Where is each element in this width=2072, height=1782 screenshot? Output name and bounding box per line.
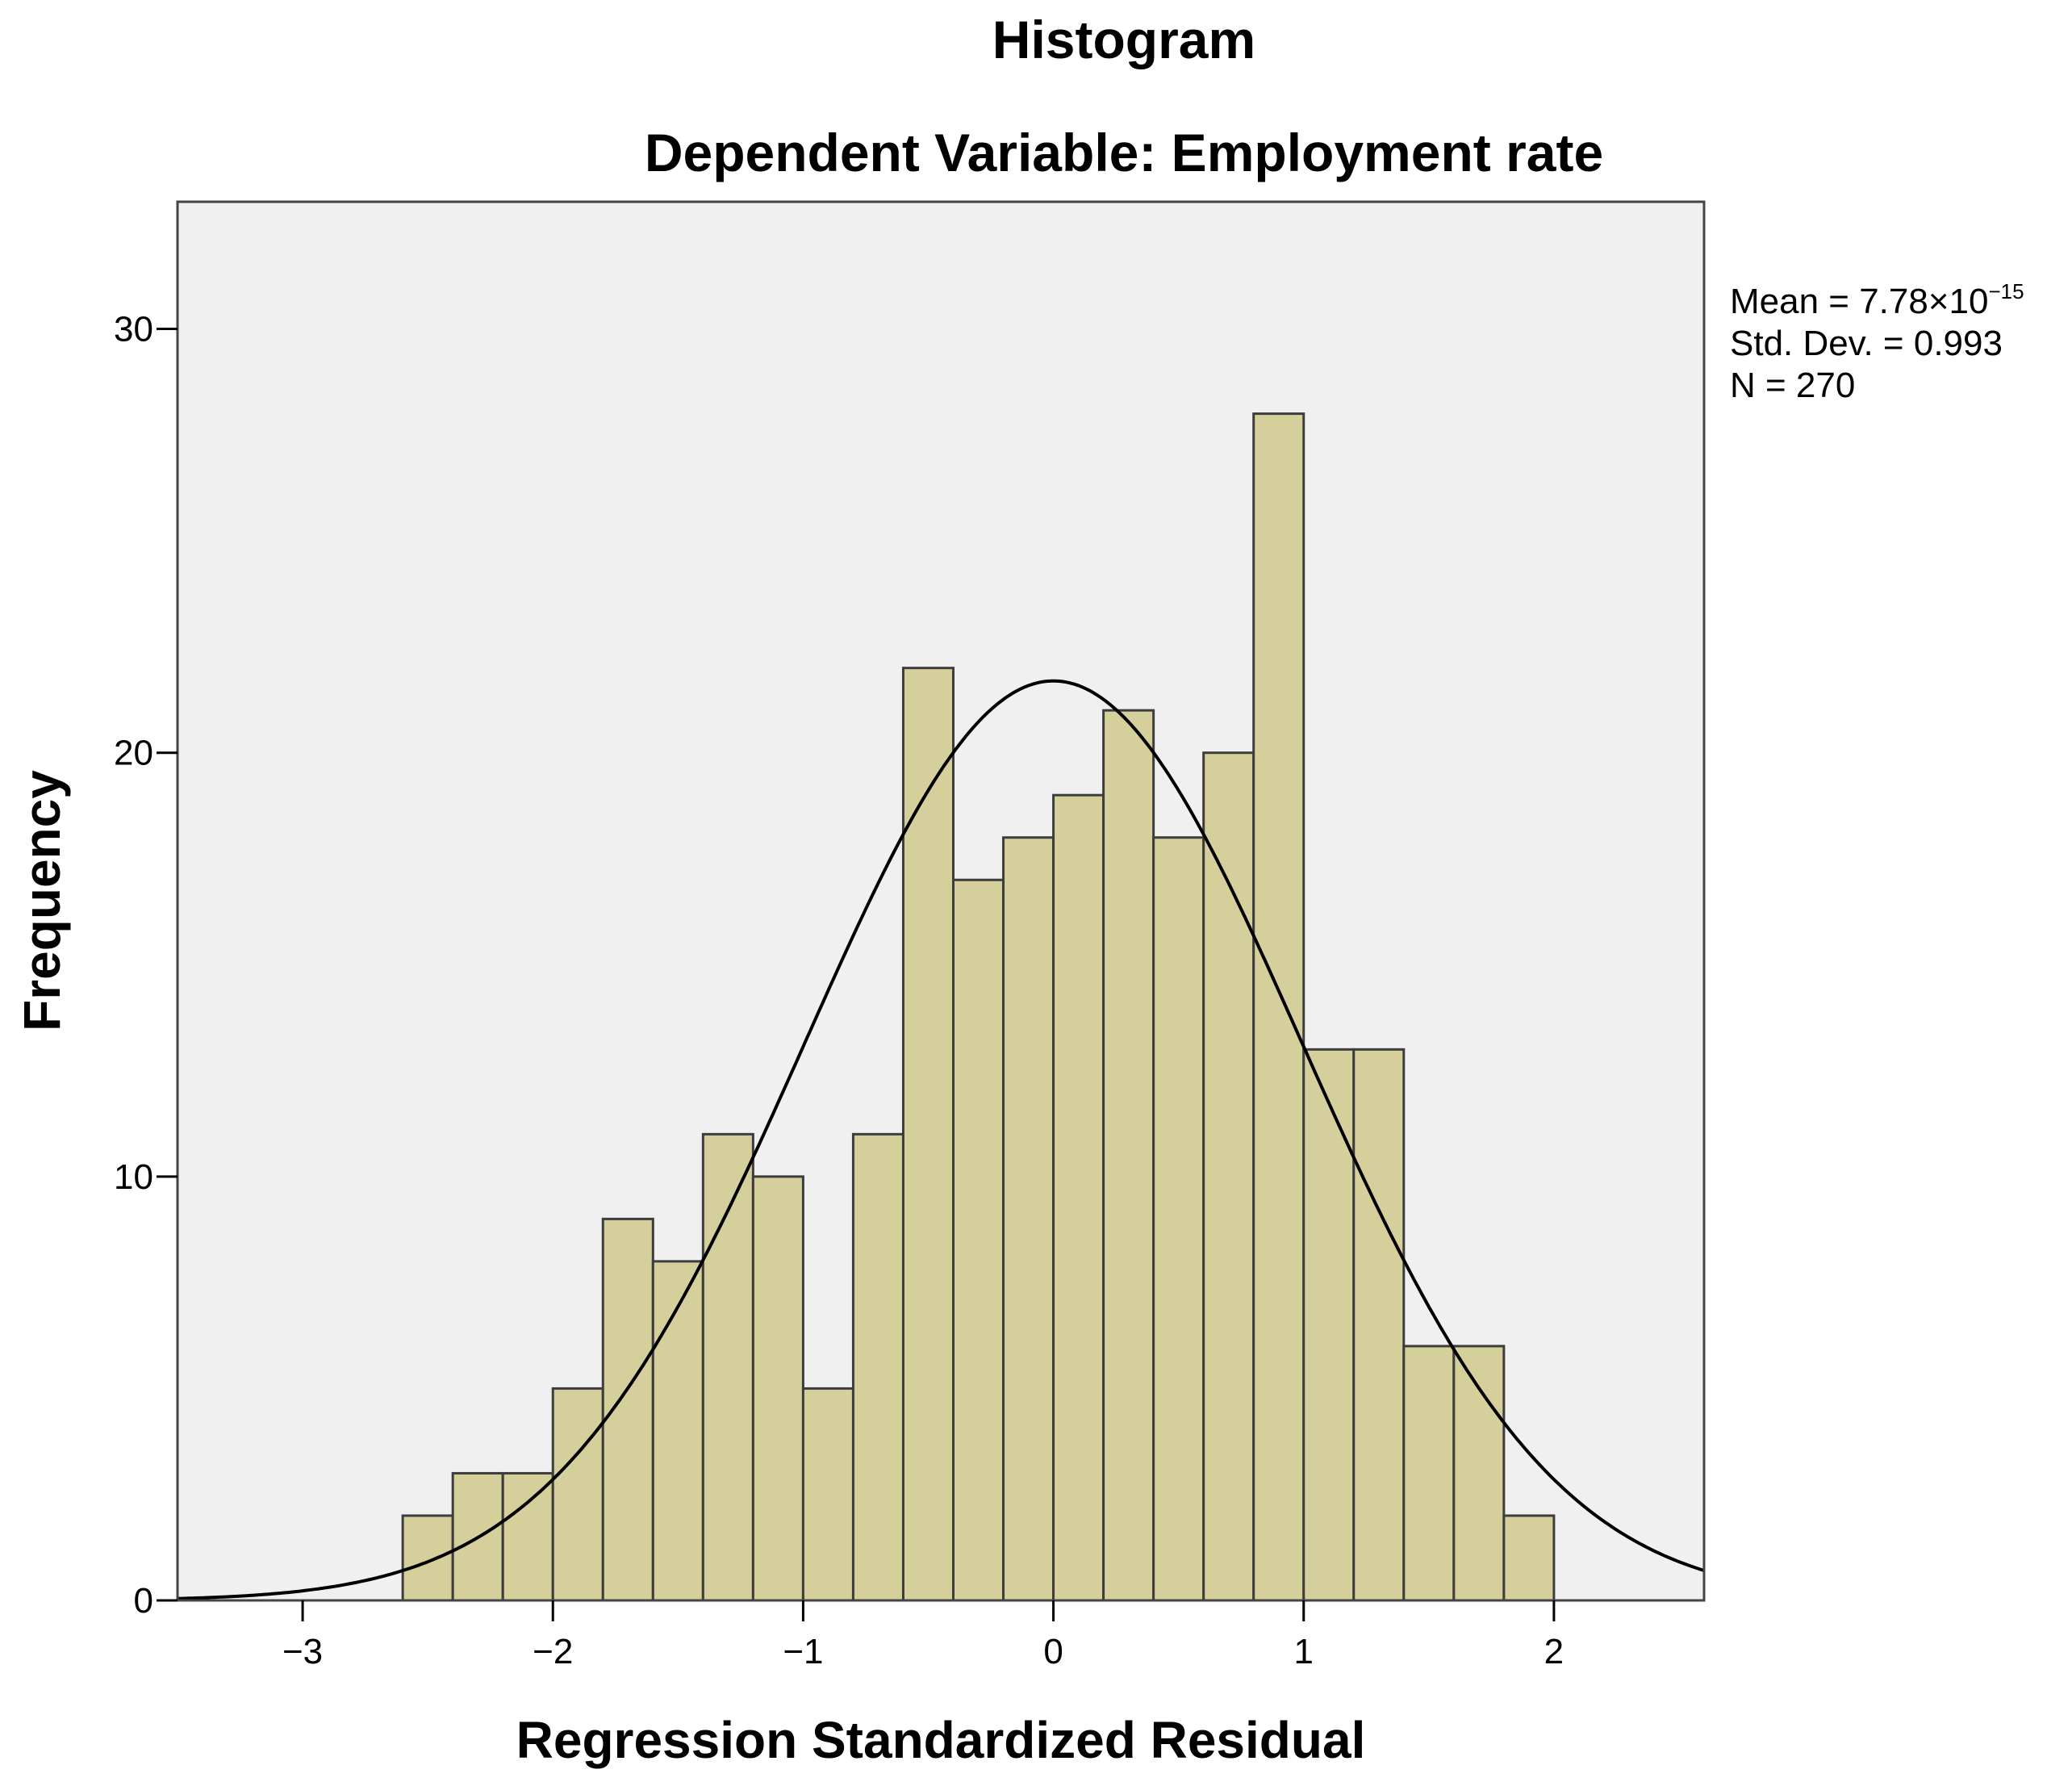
x-tick-label: 1 [1293, 1632, 1313, 1671]
y-tick-label: 20 [114, 734, 153, 773]
histogram-bar [401, 1514, 454, 1602]
histogram-bar [1052, 793, 1105, 1602]
y-axis-label: Frequency [13, 770, 71, 1031]
histogram-bar [601, 1217, 654, 1602]
histogram-bar [1402, 1345, 1456, 1602]
histogram-bar [1302, 1048, 1356, 1602]
y-tick-label: 0 [134, 1581, 153, 1621]
histogram-bar [801, 1387, 854, 1602]
normal-curve [177, 679, 1705, 1600]
histogram-bar [551, 1387, 604, 1602]
chart-subtitle: Dependent Variable: Employment rate [645, 123, 1603, 182]
x-tick-label: −2 [533, 1632, 573, 1671]
stats-mean-text: Mean = 7.78×10 [1730, 282, 1988, 321]
x-axis-label: Regression Standardized Residual [516, 1711, 1366, 1769]
stats-n: N = 270 [1730, 366, 1855, 405]
histogram-bar [952, 878, 1005, 1602]
stats-box: Mean = 7.78×10−15 Std. Dev. = 0.993 N = … [1730, 279, 2024, 405]
histogram-bar [1152, 836, 1205, 1602]
histogram-bar [501, 1471, 554, 1602]
stats-mean-exponent: −15 [1988, 279, 2024, 303]
histogram-bar [1102, 709, 1155, 1602]
histogram-bar [1452, 1345, 1506, 1602]
histogram-bar [901, 667, 955, 1602]
x-tick-label: 2 [1544, 1632, 1564, 1671]
y-axis: 0 10 20 30 [114, 310, 178, 1621]
x-axis: −3 −2 −1 0 1 2 [282, 1600, 1564, 1671]
histogram-bar [1002, 836, 1055, 1602]
histogram-bar [1202, 751, 1255, 1602]
histogram-bar [751, 1175, 804, 1602]
stats-std: Std. Dev. = 0.993 [1730, 324, 2003, 363]
histogram-bar [701, 1132, 754, 1602]
y-tick-label: 10 [114, 1157, 153, 1197]
y-tick-label: 30 [114, 310, 153, 349]
histogram-bar [651, 1260, 704, 1602]
x-tick-label: −1 [783, 1632, 823, 1671]
histogram-bar [1252, 412, 1305, 1602]
x-tick-label: −3 [282, 1632, 323, 1671]
bars-group [401, 412, 1556, 1602]
chart-title: Histogram [992, 10, 1255, 69]
plot-frame [176, 200, 1706, 1602]
histogram-bar [1502, 1514, 1556, 1602]
x-tick-label: 0 [1043, 1632, 1063, 1671]
histogram-bar [1352, 1048, 1406, 1602]
stats-mean: Mean = 7.78×10−15 [1730, 279, 2024, 321]
histogram-bar [851, 1132, 904, 1602]
